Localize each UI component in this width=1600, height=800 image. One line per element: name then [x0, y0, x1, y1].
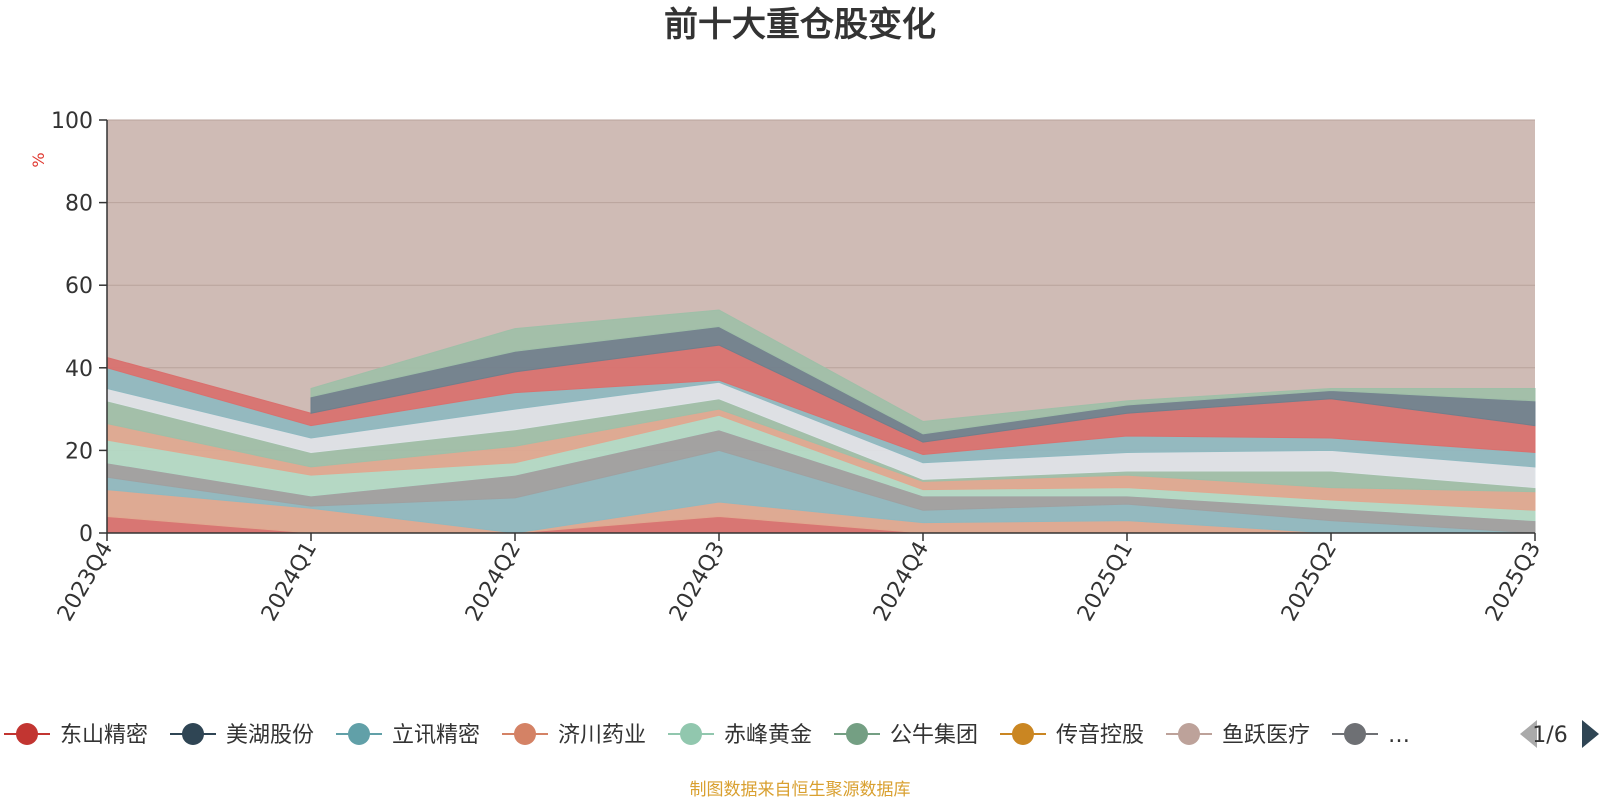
legend-item[interactable]: 济川药业: [502, 723, 646, 748]
legend-label: 立讯精密: [392, 723, 480, 748]
x-tick-label: 2023Q4: [53, 538, 118, 626]
plot-area: [106, 119, 1536, 534]
legend-marker: [846, 723, 868, 745]
y-tick-label: 100: [51, 109, 93, 134]
legend-marker: [1344, 723, 1366, 745]
legend-label: 赤峰黄金: [724, 723, 812, 748]
x-tick-label: 2025Q1: [1073, 538, 1138, 626]
y-tick-label: 80: [65, 192, 93, 217]
x-tick-label: 2025Q2: [1277, 538, 1342, 626]
x-tick-label: 2024Q2: [461, 538, 526, 626]
y-tick-label: 20: [65, 439, 93, 464]
legend-item[interactable]: 鱼跃医疗: [1166, 723, 1310, 748]
legend-label: 传音控股: [1056, 723, 1144, 748]
legend-label: 济川药业: [558, 723, 646, 748]
chart-title: 前十大重仓股变化: [664, 5, 936, 45]
legend-item[interactable]: 立讯精密: [336, 723, 480, 748]
x-axis: 2023Q4 2024Q1 2024Q2 2024Q3 2024Q4 2025Q1 2025…: [53, 532, 1546, 626]
y-axis: 0 20 40 60 80 100: [51, 109, 108, 547]
legend-marker: [1012, 723, 1034, 745]
legend-item[interactable]: 东山精密: [4, 723, 148, 748]
legend-next-page-icon[interactable]: [1582, 720, 1599, 748]
legend-item[interactable]: 传音控股: [1000, 723, 1144, 748]
legend-item[interactable]: 公牛集团: [834, 723, 978, 748]
legend-item[interactable]: 美湖股份: [170, 723, 314, 748]
source-note: 制图数据来自恒生聚源数据库: [690, 780, 911, 800]
x-tick-label: 2024Q1: [257, 538, 322, 626]
legend-label: 美湖股份: [226, 723, 314, 748]
x-tick-label: 2025Q3: [1481, 538, 1546, 626]
y-tick-label: 60: [65, 274, 93, 299]
legend-marker: [680, 723, 702, 745]
legend-marker: [1178, 723, 1200, 745]
x-tick-label: 2024Q4: [869, 538, 934, 626]
x-tick-label: 2024Q3: [665, 538, 730, 626]
legend-prev-page-icon[interactable]: [1520, 720, 1537, 748]
legend-page-indicator: 1/6: [1532, 723, 1567, 748]
legend-marker: [348, 723, 370, 745]
legend-marker: [16, 723, 38, 745]
y-axis-unit-label: %: [29, 152, 48, 167]
legend: 东山精密 美湖股份 立讯精密 济川药业 赤峰黄金 公牛集团 传音控股 鱼跃医疗 … 1/6: [4, 720, 1599, 748]
legend-label: 公牛集团: [890, 723, 978, 748]
legend-marker: [182, 723, 204, 745]
legend-label: 鱼跃医疗: [1222, 723, 1310, 748]
y-tick-label: 0: [79, 522, 93, 547]
legend-item[interactable]: …: [1332, 723, 1410, 748]
y-tick-label: 40: [65, 357, 93, 382]
legend-label: 东山精密: [60, 723, 148, 748]
legend-marker: [514, 723, 536, 745]
legend-item[interactable]: 赤峰黄金: [668, 723, 812, 748]
legend-label: …: [1388, 723, 1410, 748]
area-band-11: [310, 309, 1536, 435]
